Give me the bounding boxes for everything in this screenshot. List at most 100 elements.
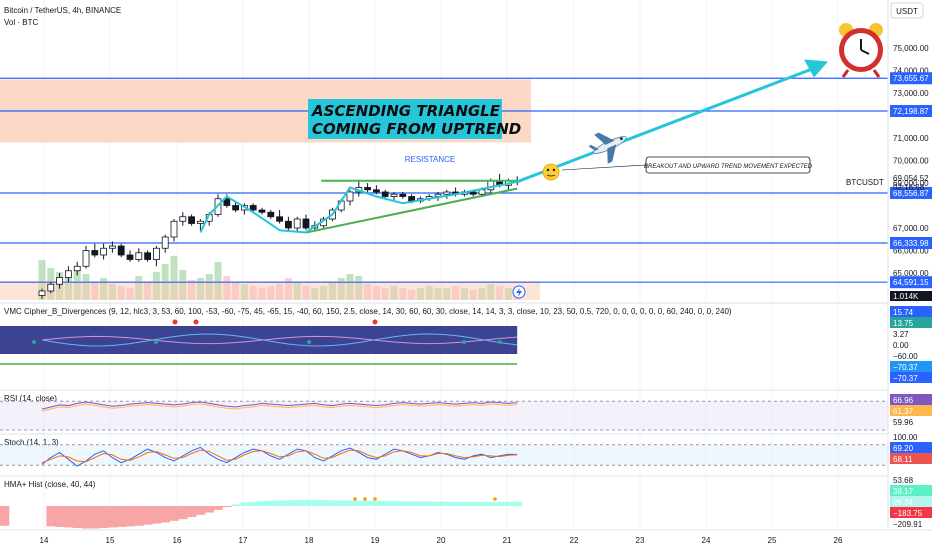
candle-body <box>126 254 134 260</box>
candle-body <box>170 220 178 238</box>
hma-bar <box>389 501 399 506</box>
candle-body <box>302 218 310 229</box>
candle-body <box>258 209 266 213</box>
stoch-label: Stoch (14, 1, 3) <box>4 438 59 447</box>
candle-body <box>38 290 46 296</box>
hma-bar <box>64 506 74 528</box>
hma-bar <box>204 506 215 513</box>
x-tick-label: 18 <box>305 536 314 545</box>
candle-body <box>443 191 451 195</box>
hma-bar <box>213 506 223 510</box>
y-tick-label: 65,000.00 <box>893 269 929 278</box>
vmc-scale-badge <box>890 306 932 317</box>
hma-bar <box>248 501 259 506</box>
currency-button[interactable] <box>890 2 924 19</box>
hma-bar <box>345 500 355 506</box>
candle-body <box>65 270 72 278</box>
y-tick-label: 75,000.00 <box>893 44 929 53</box>
level-price-label: 73,655.67 <box>893 74 929 83</box>
vmc-label: VMC Cipher_B_Divergences (9, 12, hlc3, 3… <box>4 307 732 316</box>
hma-scale-badge <box>890 496 932 507</box>
time-axis[interactable]: 14 15 16 17 18 19 20 21 22 23 24 25 26 <box>0 529 932 550</box>
hma-bar <box>504 501 514 506</box>
vmc-scale-badge <box>890 372 932 383</box>
hma-bar <box>433 501 443 506</box>
x-tick-label: 19 <box>371 536 380 545</box>
rsi-scale-label: 59.96 <box>893 418 914 427</box>
candle-body <box>276 216 284 222</box>
hma-bar <box>275 500 285 506</box>
hma-bar <box>451 501 461 506</box>
pattern-title-line2: COMING FROM UPTREND <box>312 120 521 138</box>
hma-bar <box>46 506 56 527</box>
candle-body <box>196 220 204 224</box>
vmc-scale-badge <box>890 317 932 328</box>
hma-bar <box>292 500 303 506</box>
hma-bar <box>240 502 250 506</box>
candle-body <box>267 211 275 218</box>
candle-body <box>152 247 160 260</box>
y-tick-label: 73,000.00 <box>893 89 929 98</box>
hma-bar <box>284 500 294 506</box>
resistance-label: RESISTANCE <box>405 155 456 164</box>
hma-label: HMA+ Hist (close, 40, 44) <box>4 480 96 489</box>
hma-dot <box>493 497 497 501</box>
hma-bar <box>363 500 373 506</box>
drawings <box>199 59 828 234</box>
price-axis[interactable]: 75,000.00 74,000.00 73,000.00 71,000.00 70,0… <box>846 0 932 550</box>
callout-pointer <box>561 164 647 171</box>
candle-body <box>144 252 152 260</box>
hma-bar <box>0 506 10 526</box>
stoch-band <box>0 444 888 466</box>
volume-bar <box>170 256 178 300</box>
hma-bar <box>169 506 179 521</box>
level-price-label: 66,333.98 <box>893 239 929 248</box>
vmc-sell-dot <box>193 319 199 325</box>
level-price-label: 64,591.15 <box>893 278 929 287</box>
alarm-clock-icon <box>839 23 883 78</box>
hma-bar <box>407 501 417 506</box>
x-tick-label: 22 <box>570 536 579 545</box>
candle-body <box>381 191 389 197</box>
symbol-title: Bitcoin / TetherUS, 4h, BINANCE <box>4 6 121 15</box>
stoch-scale-badge <box>890 453 932 464</box>
candle-body <box>73 265 81 272</box>
hma-bar <box>187 506 197 517</box>
rsi-scale-label: 66.96 <box>893 396 914 405</box>
candle-body <box>408 196 416 202</box>
level-price-label: 68,556.87 <box>893 189 929 198</box>
indicator-panes: VMC Cipher_B_Divergences (9, 12, hlc3, 3… <box>0 302 888 529</box>
x-tick-label: 14 <box>40 536 49 545</box>
projection-arrow-shaft <box>516 66 817 184</box>
x-tick-label: 26 <box>834 536 843 545</box>
y-tick-label: 69,000.00 <box>893 179 929 188</box>
hma-bar <box>301 500 311 506</box>
y-tick-label: 74,000.00 <box>893 67 929 76</box>
volume-bars <box>0 256 540 300</box>
rsi-ma-line <box>41 403 518 412</box>
rsi-band <box>0 401 888 430</box>
hma-bar <box>160 506 171 523</box>
vmc-scale-label: 0.00 <box>893 341 909 350</box>
time-axis-bg <box>0 530 932 550</box>
vmc-buy-dot <box>154 340 158 344</box>
hma-bar <box>486 501 496 506</box>
hma-scale-label: 53.68 <box>893 476 914 485</box>
x-tick-label: 17 <box>239 536 248 545</box>
hma-bar <box>196 506 206 515</box>
candle-body <box>56 277 63 285</box>
level-price-tag <box>890 276 932 289</box>
candle-body <box>232 205 240 211</box>
hma-bar <box>90 506 100 529</box>
hma-bar <box>178 506 188 520</box>
x-tick-label: 23 <box>636 536 645 545</box>
candle-body <box>478 189 486 195</box>
hma-bar <box>231 504 241 506</box>
hma-bar <box>442 501 452 506</box>
level-price-tag <box>890 186 932 199</box>
candle-body <box>469 191 477 195</box>
lightning-glyph <box>516 288 522 297</box>
x-tick-label: 15 <box>106 536 115 545</box>
candle-body <box>399 193 407 197</box>
